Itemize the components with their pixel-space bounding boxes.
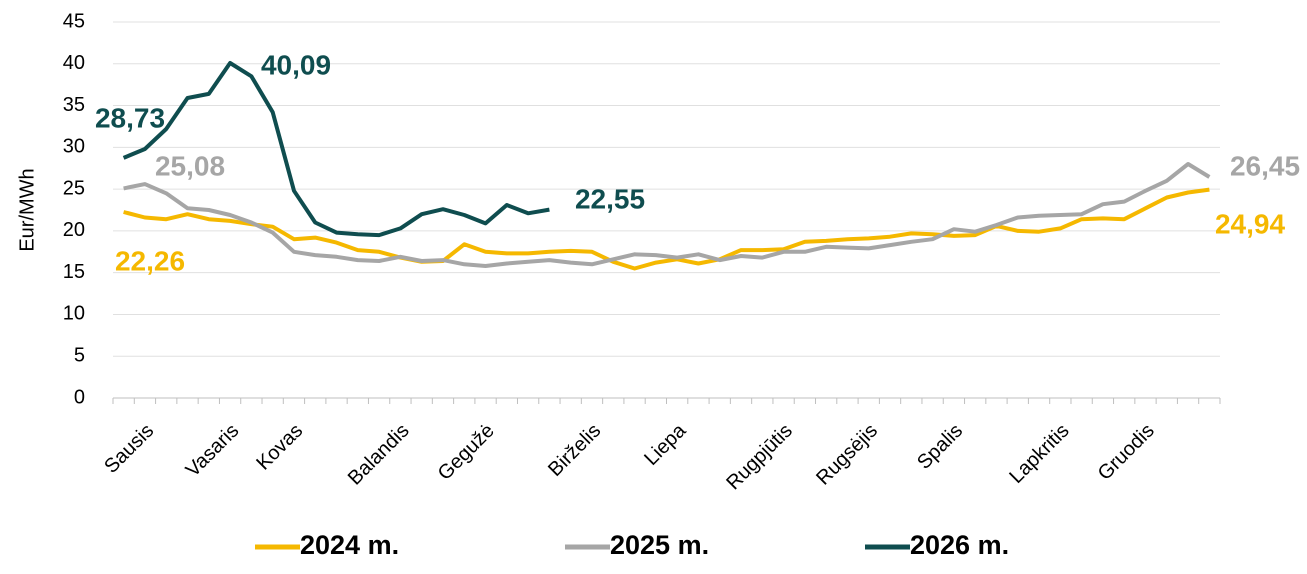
x-tick-label: Sausis bbox=[100, 420, 158, 478]
x-tick-label: Vasaris bbox=[182, 420, 244, 482]
y-tick-label: 35 bbox=[63, 94, 85, 116]
x-tick-label: Spalis bbox=[913, 420, 967, 474]
y-axis-label: Eur/MWh bbox=[16, 168, 38, 251]
x-tick-label: Rugpjūtis bbox=[722, 420, 797, 495]
x-tick-label: Balandis bbox=[344, 420, 414, 490]
legend-label: 2026 m. bbox=[910, 530, 1009, 560]
y-tick-label: 25 bbox=[63, 177, 85, 199]
y-tick-label: 45 bbox=[63, 10, 85, 32]
x-tick-label: Gruodis bbox=[1094, 420, 1159, 485]
x-tick-label: Rugsėjis bbox=[812, 420, 882, 490]
y-tick-label: 10 bbox=[63, 303, 85, 325]
data-label: 25,08 bbox=[155, 150, 225, 181]
legend-label: 2025 m. bbox=[610, 530, 709, 560]
line-series bbox=[123, 162, 1211, 268]
y-tick-label: 0 bbox=[74, 386, 85, 408]
legend-label: 2024 m. bbox=[300, 530, 399, 560]
data-label: 22,55 bbox=[575, 183, 645, 214]
y-tick-label: 15 bbox=[63, 261, 85, 283]
y-tick-label: 20 bbox=[63, 219, 85, 241]
y-tick-label: 30 bbox=[63, 136, 85, 158]
data-label: 26,45 bbox=[1230, 150, 1300, 181]
x-tick-label: Kovas bbox=[252, 420, 307, 475]
x-tick-label: Lapkritis bbox=[1005, 420, 1073, 488]
data-label: 28,73 bbox=[95, 102, 165, 133]
x-tick-label: Birželis bbox=[544, 420, 605, 481]
line-series bbox=[122, 61, 550, 238]
y-tick-label: 40 bbox=[63, 52, 85, 74]
data-label: 40,09 bbox=[261, 49, 331, 80]
y-tick-label: 5 bbox=[74, 345, 85, 367]
x-tick-label: Liepa bbox=[640, 419, 691, 470]
data-label: 24,94 bbox=[1215, 208, 1285, 239]
x-tick-label: Gegužė bbox=[434, 420, 499, 485]
data-label: 22,26 bbox=[115, 245, 185, 276]
line-series bbox=[123, 187, 1210, 271]
